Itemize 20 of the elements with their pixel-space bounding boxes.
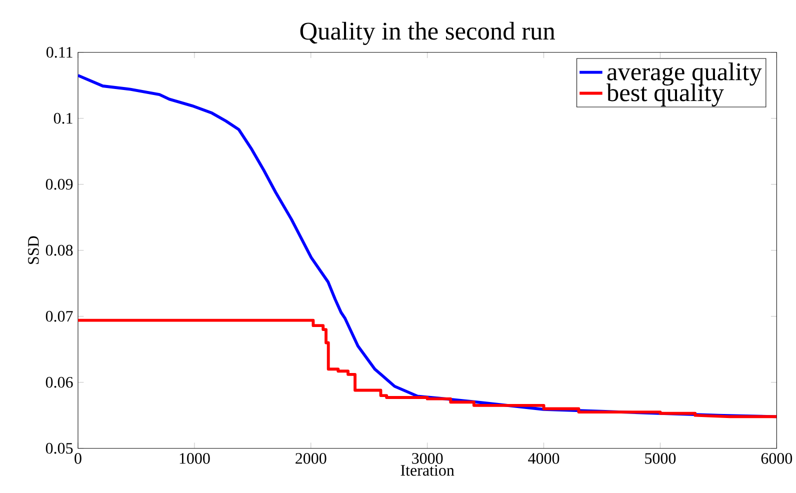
y-tick-label: 0.07 <box>46 310 73 322</box>
x-tick-label: 3000 <box>412 453 443 464</box>
y-tick-label: 0.11 <box>46 46 72 58</box>
x-tick-label: 4000 <box>528 453 560 464</box>
x-tick-label: 1000 <box>180 453 210 464</box>
y-tick-label: 0.06 <box>46 376 73 388</box>
legend-label: average quality <box>607 62 762 86</box>
y-tick-label: 0.08 <box>46 244 73 256</box>
x-tick-label: 2000 <box>296 453 326 464</box>
chart-title: Quality in the second run <box>300 22 555 45</box>
line-series <box>78 318 777 418</box>
x-tick-label: 6000 <box>761 453 792 464</box>
x-tick-label: 0 <box>74 453 82 464</box>
x-axis-title: Iteration <box>400 464 454 476</box>
y-tick-label: 0.09 <box>46 178 73 190</box>
y-axis-title: SSD <box>28 236 39 264</box>
legend-label: best quality <box>606 83 724 106</box>
x-tick-label: 5000 <box>645 453 676 464</box>
y-tick-label: 0.05 <box>46 442 73 454</box>
y-tick-label: 0.1 <box>54 112 72 124</box>
